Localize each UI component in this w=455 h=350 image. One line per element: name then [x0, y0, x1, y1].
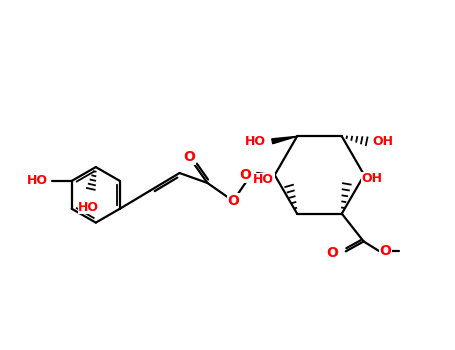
- Text: O: O: [379, 244, 391, 258]
- Text: HO: HO: [253, 174, 274, 187]
- Text: HO: HO: [27, 174, 48, 188]
- Text: OH: OH: [362, 173, 383, 186]
- Text: O: O: [239, 168, 251, 182]
- Text: HO: HO: [245, 135, 266, 148]
- Text: O: O: [183, 150, 195, 164]
- Text: O: O: [228, 194, 239, 208]
- Polygon shape: [257, 173, 275, 177]
- Text: OH: OH: [373, 135, 394, 148]
- Polygon shape: [272, 136, 297, 144]
- Text: O: O: [326, 246, 338, 260]
- Text: HO: HO: [78, 201, 99, 214]
